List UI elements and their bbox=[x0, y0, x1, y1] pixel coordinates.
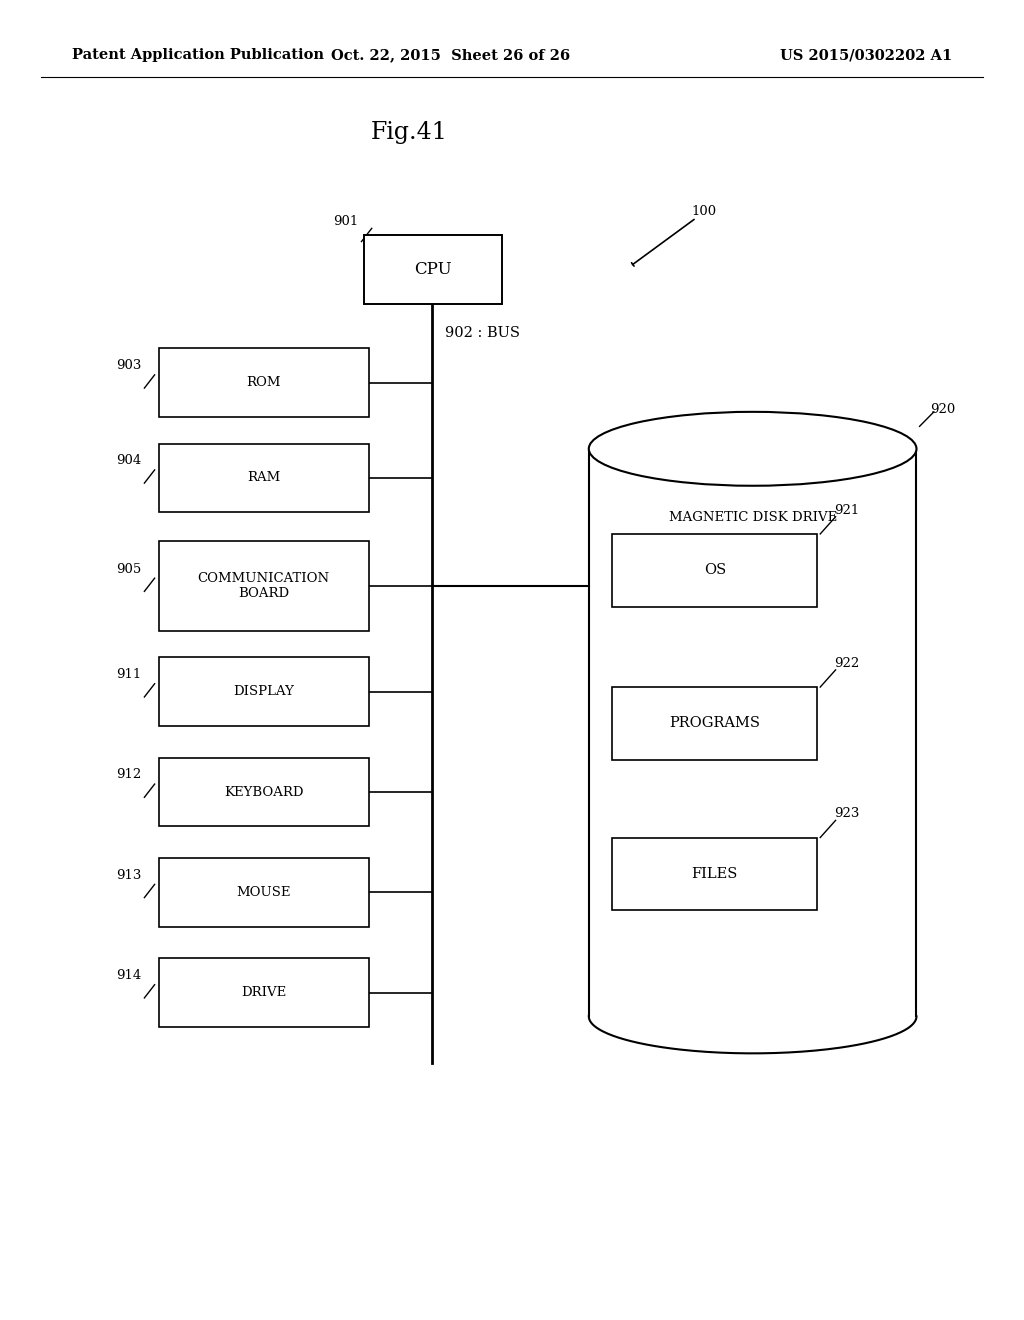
FancyBboxPatch shape bbox=[612, 686, 817, 759]
Text: 923: 923 bbox=[835, 808, 860, 820]
Text: 921: 921 bbox=[835, 504, 860, 517]
Text: 922: 922 bbox=[835, 657, 860, 671]
Text: ROM: ROM bbox=[247, 376, 281, 389]
Text: DRIVE: DRIVE bbox=[241, 986, 287, 999]
FancyBboxPatch shape bbox=[364, 235, 502, 304]
Ellipse shape bbox=[589, 412, 916, 486]
FancyBboxPatch shape bbox=[612, 533, 817, 607]
FancyBboxPatch shape bbox=[589, 449, 916, 1016]
Text: US 2015/0302202 A1: US 2015/0302202 A1 bbox=[780, 49, 952, 62]
Text: Oct. 22, 2015  Sheet 26 of 26: Oct. 22, 2015 Sheet 26 of 26 bbox=[331, 49, 570, 62]
Text: DISPLAY: DISPLAY bbox=[233, 685, 294, 698]
Text: 914: 914 bbox=[116, 969, 141, 982]
Text: OS: OS bbox=[703, 564, 726, 577]
Text: 904: 904 bbox=[116, 454, 141, 467]
Text: 902 : BUS: 902 : BUS bbox=[445, 326, 520, 339]
Text: MOUSE: MOUSE bbox=[237, 886, 291, 899]
FancyBboxPatch shape bbox=[612, 838, 817, 911]
Text: 901: 901 bbox=[333, 215, 358, 228]
Text: KEYBOARD: KEYBOARD bbox=[224, 785, 303, 799]
Text: Fig.41: Fig.41 bbox=[371, 120, 449, 144]
Text: 903: 903 bbox=[116, 359, 141, 372]
FancyBboxPatch shape bbox=[159, 541, 369, 631]
Text: COMMUNICATION
BOARD: COMMUNICATION BOARD bbox=[198, 572, 330, 601]
Text: RAM: RAM bbox=[247, 471, 281, 484]
FancyBboxPatch shape bbox=[159, 858, 369, 927]
Text: 905: 905 bbox=[116, 562, 141, 576]
FancyBboxPatch shape bbox=[159, 348, 369, 417]
FancyBboxPatch shape bbox=[159, 758, 369, 826]
Text: 913: 913 bbox=[116, 869, 141, 882]
FancyBboxPatch shape bbox=[159, 657, 369, 726]
Text: Patent Application Publication: Patent Application Publication bbox=[72, 49, 324, 62]
FancyBboxPatch shape bbox=[159, 958, 369, 1027]
Text: 912: 912 bbox=[116, 768, 141, 781]
Text: MAGNETIC DISK DRIVE: MAGNETIC DISK DRIVE bbox=[669, 511, 837, 524]
FancyBboxPatch shape bbox=[159, 444, 369, 512]
Text: 920: 920 bbox=[930, 403, 955, 416]
Text: FILES: FILES bbox=[691, 867, 738, 880]
Text: 911: 911 bbox=[116, 668, 141, 681]
Text: CPU: CPU bbox=[414, 261, 452, 277]
Text: 100: 100 bbox=[691, 205, 717, 218]
Text: PROGRAMS: PROGRAMS bbox=[670, 717, 760, 730]
